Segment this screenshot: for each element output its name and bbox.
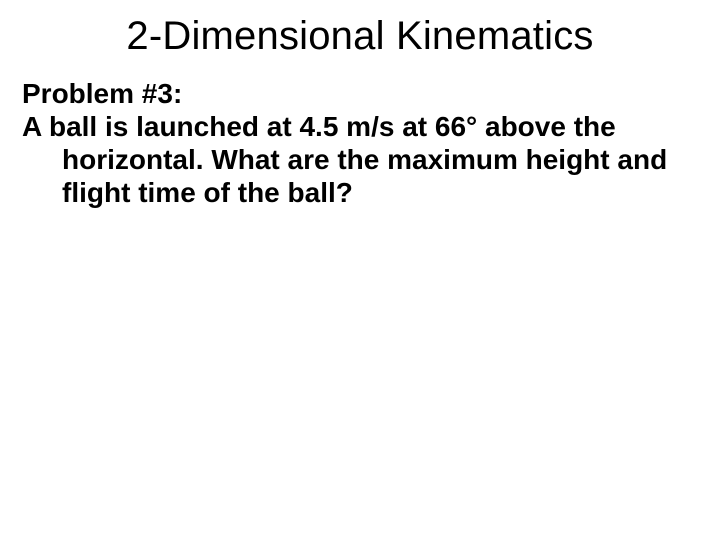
slide: 2-Dimensional Kinematics Problem #3: A b… <box>0 0 720 540</box>
problem-text: A ball is launched at 4.5 m/s at 66° abo… <box>22 110 698 209</box>
slide-body: Problem #3: A ball is launched at 4.5 m/… <box>22 77 698 209</box>
problem-label: Problem #3: <box>22 77 698 110</box>
slide-title: 2-Dimensional Kinematics <box>22 14 698 59</box>
